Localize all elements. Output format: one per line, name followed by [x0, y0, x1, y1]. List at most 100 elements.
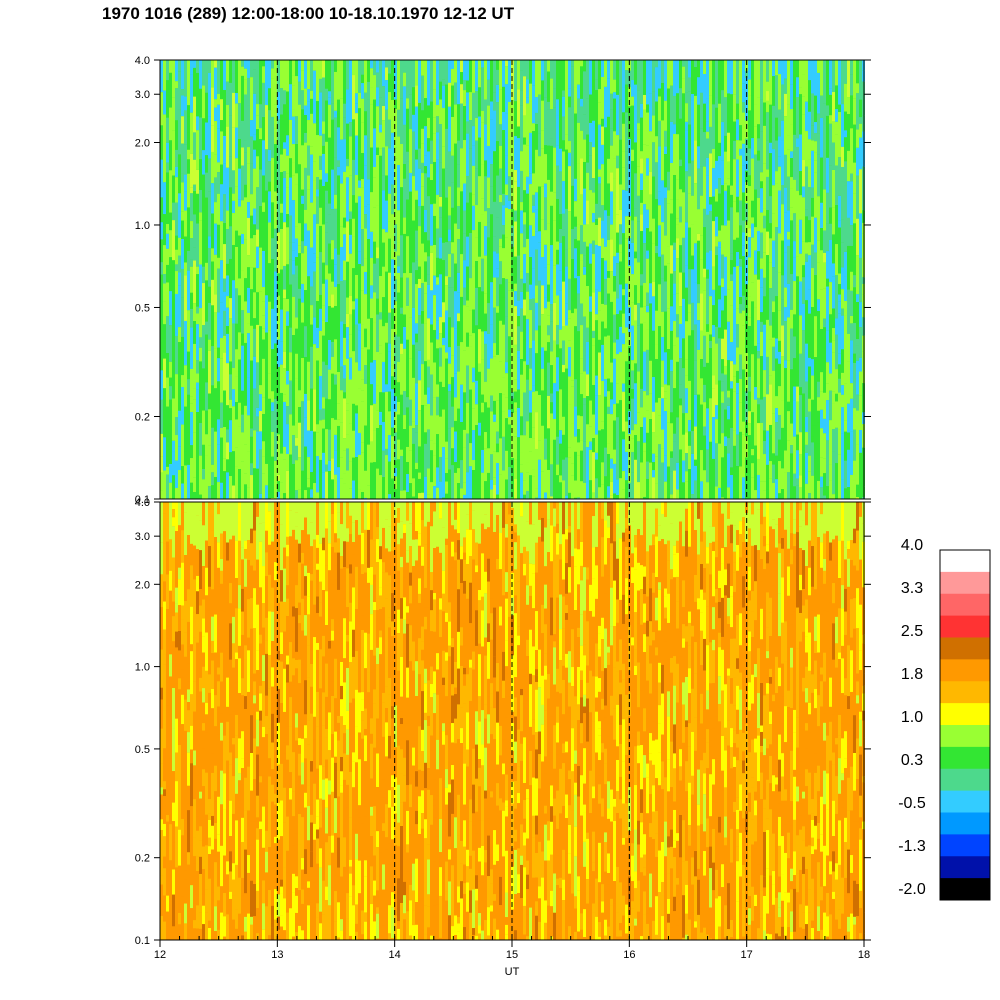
- heatmap-cell: [166, 821, 169, 866]
- heatmap-cell: [502, 225, 505, 235]
- heatmap-cell: [484, 313, 487, 332]
- heatmap-cell: [592, 120, 595, 148]
- heatmap-cell: [637, 371, 640, 413]
- heatmap-cell: [736, 159, 739, 197]
- heatmap-cell: [715, 255, 718, 285]
- heatmap-cell: [496, 84, 499, 103]
- heatmap-cell: [631, 360, 634, 371]
- heatmap-cell: [316, 135, 319, 178]
- heatmap-cell: [199, 856, 202, 874]
- heatmap-cell: [529, 390, 532, 413]
- heatmap-cell: [322, 305, 325, 321]
- heatmap-cell: [574, 406, 577, 437]
- heatmap-cell: [763, 208, 766, 216]
- heatmap-cell: [160, 787, 163, 795]
- heatmap-cell: [793, 436, 796, 452]
- heatmap-cell: [670, 457, 673, 472]
- heatmap-cell: [796, 344, 799, 387]
- heatmap-cell: [169, 425, 172, 464]
- heatmap-cell: [160, 211, 163, 223]
- heatmap-cell: [466, 236, 469, 267]
- heatmap-cell: [715, 201, 718, 217]
- heatmap-cell: [301, 470, 304, 499]
- heatmap-cell: [520, 435, 523, 453]
- heatmap-cell: [703, 268, 706, 278]
- heatmap-cell: [388, 238, 391, 273]
- heatmap-cell: [682, 181, 685, 193]
- heatmap-cell: [442, 60, 445, 80]
- heatmap-cell: [592, 60, 595, 87]
- heatmap-cell: [256, 585, 259, 596]
- heatmap-cell: [247, 913, 250, 934]
- heatmap-cell: [310, 154, 313, 187]
- heatmap-cell: [814, 172, 817, 218]
- heatmap-cell: [364, 425, 367, 471]
- heatmap-cell: [658, 479, 661, 499]
- heatmap-cell: [619, 284, 622, 311]
- heatmap-cell: [208, 158, 211, 192]
- heatmap-cell: [238, 359, 241, 372]
- heatmap-cell: [793, 102, 796, 135]
- heatmap-cell: [352, 195, 355, 219]
- heatmap-cell: [772, 453, 775, 465]
- heatmap-cell: [673, 345, 676, 389]
- heatmap-cell: [262, 202, 265, 212]
- heatmap-cell: [343, 450, 346, 474]
- heatmap-cell: [364, 272, 367, 295]
- heatmap-cell: [166, 282, 169, 317]
- heatmap-cell: [790, 445, 793, 454]
- heatmap-cell: [241, 147, 244, 166]
- heatmap-cell: [727, 185, 730, 221]
- heatmap-cell: [295, 445, 298, 461]
- heatmap-cell: [793, 134, 796, 180]
- heatmap-cell: [343, 217, 346, 228]
- heatmap-cell: [424, 405, 427, 433]
- heatmap-cell: [298, 372, 301, 382]
- heatmap-cell: [277, 650, 280, 661]
- heatmap-cell: [598, 176, 601, 184]
- heatmap-cell: [358, 142, 361, 181]
- heatmap-cell: [217, 734, 220, 777]
- heatmap-cell: [181, 95, 184, 117]
- heatmap-cell: [595, 459, 598, 479]
- heatmap-cell: [793, 486, 796, 499]
- heatmap-cell: [619, 184, 622, 210]
- heatmap-cell: [208, 486, 211, 499]
- heatmap-cell: [793, 473, 796, 487]
- heatmap-cell: [445, 384, 448, 419]
- heatmap-cell: [670, 199, 673, 214]
- heatmap-cell: [289, 502, 292, 511]
- heatmap-cell: [718, 142, 721, 157]
- heatmap-cell: [238, 913, 241, 940]
- heatmap-cell: [160, 92, 163, 126]
- heatmap-cell: [769, 478, 772, 499]
- heatmap-cell: [568, 457, 571, 493]
- heatmap-cell: [574, 351, 577, 380]
- heatmap-cell: [337, 175, 340, 220]
- heatmap-cell: [742, 165, 745, 193]
- heatmap-cell: [193, 303, 196, 322]
- heatmap-cell: [634, 173, 637, 209]
- heatmap-cell: [367, 485, 370, 499]
- heatmap-cell: [271, 349, 274, 375]
- heatmap-cell: [454, 328, 457, 374]
- heatmap-cell: [289, 158, 292, 178]
- heatmap-cell: [739, 67, 742, 97]
- heatmap-cell: [283, 341, 286, 352]
- heatmap-cell: [238, 235, 241, 265]
- heatmap-cell: [769, 325, 772, 340]
- heatmap-cell: [646, 410, 649, 433]
- heatmap-cell: [205, 122, 208, 156]
- heatmap-cell: [181, 852, 184, 863]
- heatmap-cell: [184, 870, 187, 880]
- heatmap-cell: [373, 322, 376, 361]
- heatmap-cell: [217, 929, 220, 940]
- heatmap-cell: [394, 189, 397, 213]
- heatmap-cell: [466, 266, 469, 301]
- heatmap-cell: [760, 99, 763, 132]
- heatmap-cell: [205, 92, 208, 123]
- heatmap-cell: [223, 310, 226, 336]
- heatmap-cell: [343, 378, 346, 393]
- heatmap-cell: [163, 581, 166, 602]
- heatmap-cell: [802, 265, 805, 278]
